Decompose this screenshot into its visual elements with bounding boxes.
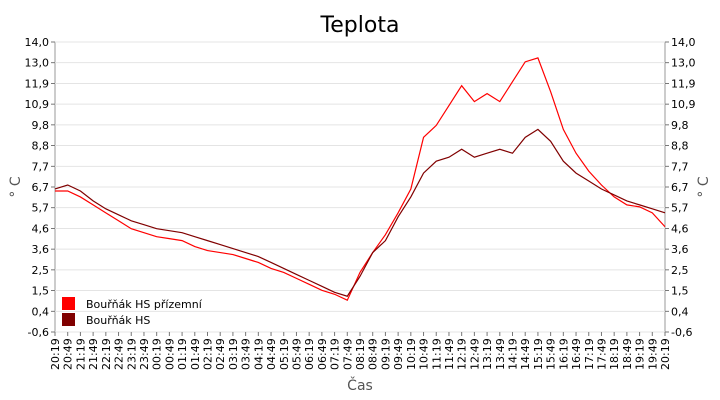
- x-tick-label: 06:19: [303, 338, 316, 370]
- x-tick-label: 22:49: [113, 338, 126, 370]
- y-tick-label: 14,0: [25, 36, 50, 49]
- y-tick-label-right: 14,0: [671, 36, 696, 49]
- x-tick-label: 05:19: [278, 338, 291, 370]
- x-tick-label: 06:49: [316, 338, 329, 370]
- x-tick-label: 21:19: [74, 338, 87, 370]
- x-tick-label: 19:49: [646, 338, 659, 370]
- y-tick-label: 13,0: [25, 57, 50, 70]
- y-tick-label-right: 9,8: [671, 119, 689, 132]
- legend-swatch: [62, 313, 75, 326]
- y-axis-label-right: ° C: [696, 176, 712, 197]
- x-tick-label: 13:19: [481, 338, 494, 370]
- x-tick-label: 10:49: [418, 338, 431, 370]
- x-tick-label: 09:19: [379, 338, 392, 370]
- y-tick-label-right: -0,6: [671, 326, 692, 339]
- y-tick-label: 6,7: [32, 181, 50, 194]
- legend-label: Bouřňák HS: [86, 314, 150, 327]
- x-tick-label: 12:49: [468, 338, 481, 370]
- y-tick-label: 2,5: [32, 264, 50, 277]
- x-tick-label: 16:19: [557, 338, 570, 370]
- y-tick-label-right: 7,7: [671, 160, 689, 173]
- series-line: [54, 128, 666, 297]
- y-tick-label-right: 1,5: [671, 284, 689, 297]
- y-tick-label: 8,8: [32, 139, 50, 152]
- x-tick-label: 01:19: [176, 338, 189, 370]
- x-tick-label: 04:19: [252, 338, 265, 370]
- x-tick-label: 10:19: [405, 338, 418, 370]
- x-tick-label: 12:19: [456, 338, 469, 370]
- x-tick-label: 20:19: [659, 338, 672, 370]
- x-tick-label: 21:49: [87, 338, 100, 370]
- x-tick-label: 15:19: [532, 338, 545, 370]
- x-tick-label: 19:19: [634, 338, 647, 370]
- y-tick-label-right: 11,9: [671, 78, 696, 91]
- y-tick-label: 4,6: [32, 223, 50, 236]
- x-tick-label: 09:49: [392, 338, 405, 370]
- x-tick-label: 01:49: [189, 338, 202, 370]
- y-tick-label: 11,9: [25, 78, 50, 91]
- y-tick-label: 10,9: [25, 98, 50, 111]
- y-axis-label: ° C: [8, 176, 24, 197]
- x-tick-label: 11:19: [430, 338, 443, 370]
- x-tick-label: 02:49: [214, 338, 227, 370]
- y-tick-label-right: 3,6: [671, 243, 689, 256]
- x-tick-label: 03:19: [227, 338, 240, 370]
- y-tick-label-right: 0,4: [671, 305, 689, 318]
- y-tick-label-right: 5,7: [671, 202, 689, 215]
- y-tick-label-right: 2,5: [671, 264, 689, 277]
- x-tick-label: 03:49: [240, 338, 253, 370]
- x-tick-label: 23:49: [138, 338, 151, 370]
- x-tick-label: 16:49: [570, 338, 583, 370]
- x-tick-label: 17:19: [583, 338, 596, 370]
- x-tick-label: 18:49: [621, 338, 634, 370]
- y-tick-label-right: 6,7: [671, 181, 689, 194]
- x-tick-label: 08:19: [354, 338, 367, 370]
- y-tick-label: 3,6: [32, 243, 50, 256]
- x-tick-label: 13:49: [494, 338, 507, 370]
- y-tick-label-right: 4,6: [671, 223, 689, 236]
- x-tick-label: 17:49: [595, 338, 608, 370]
- x-tick-label: 04:49: [265, 338, 278, 370]
- x-tick-label: 00:49: [163, 338, 176, 370]
- x-tick-label: 23:19: [125, 338, 138, 370]
- legend-label: Bouřňák HS přízemní: [86, 298, 203, 311]
- x-tick-label: 00:19: [151, 338, 164, 370]
- chart-title: Teplota: [320, 13, 400, 38]
- x-tick-label: 18:19: [608, 338, 621, 370]
- y-tick-label-right: 13,0: [671, 57, 696, 70]
- legend-swatch: [62, 297, 75, 310]
- y-tick-label-right: 8,8: [671, 139, 689, 152]
- y-tick-label: 0,4: [32, 305, 50, 318]
- y-tick-label-right: 10,9: [671, 98, 696, 111]
- x-tick-label: 20:19: [49, 338, 62, 370]
- x-tick-label: 07:19: [329, 338, 342, 370]
- x-tick-label: 14:49: [519, 338, 532, 370]
- series-line: [55, 57, 666, 302]
- x-tick-label: 15:49: [545, 338, 558, 370]
- y-tick-label: 1,5: [32, 284, 50, 297]
- x-tick-label: 02:19: [202, 338, 215, 370]
- x-tick-label: 08:49: [367, 338, 380, 370]
- x-tick-label: 05:49: [290, 338, 303, 370]
- y-tick-label: 7,7: [32, 160, 50, 173]
- y-tick-label: 5,7: [32, 202, 50, 215]
- x-axis-label: Čas: [347, 376, 373, 394]
- y-tick-label: 9,8: [32, 119, 50, 132]
- x-tick-label: 14:19: [507, 338, 520, 370]
- x-tick-label: 11:49: [443, 338, 456, 370]
- y-tick-label: -0,6: [28, 326, 49, 339]
- x-tick-label: 07:49: [341, 338, 354, 370]
- x-tick-label: 22:19: [100, 338, 113, 370]
- x-tick-label: 20:49: [62, 338, 75, 370]
